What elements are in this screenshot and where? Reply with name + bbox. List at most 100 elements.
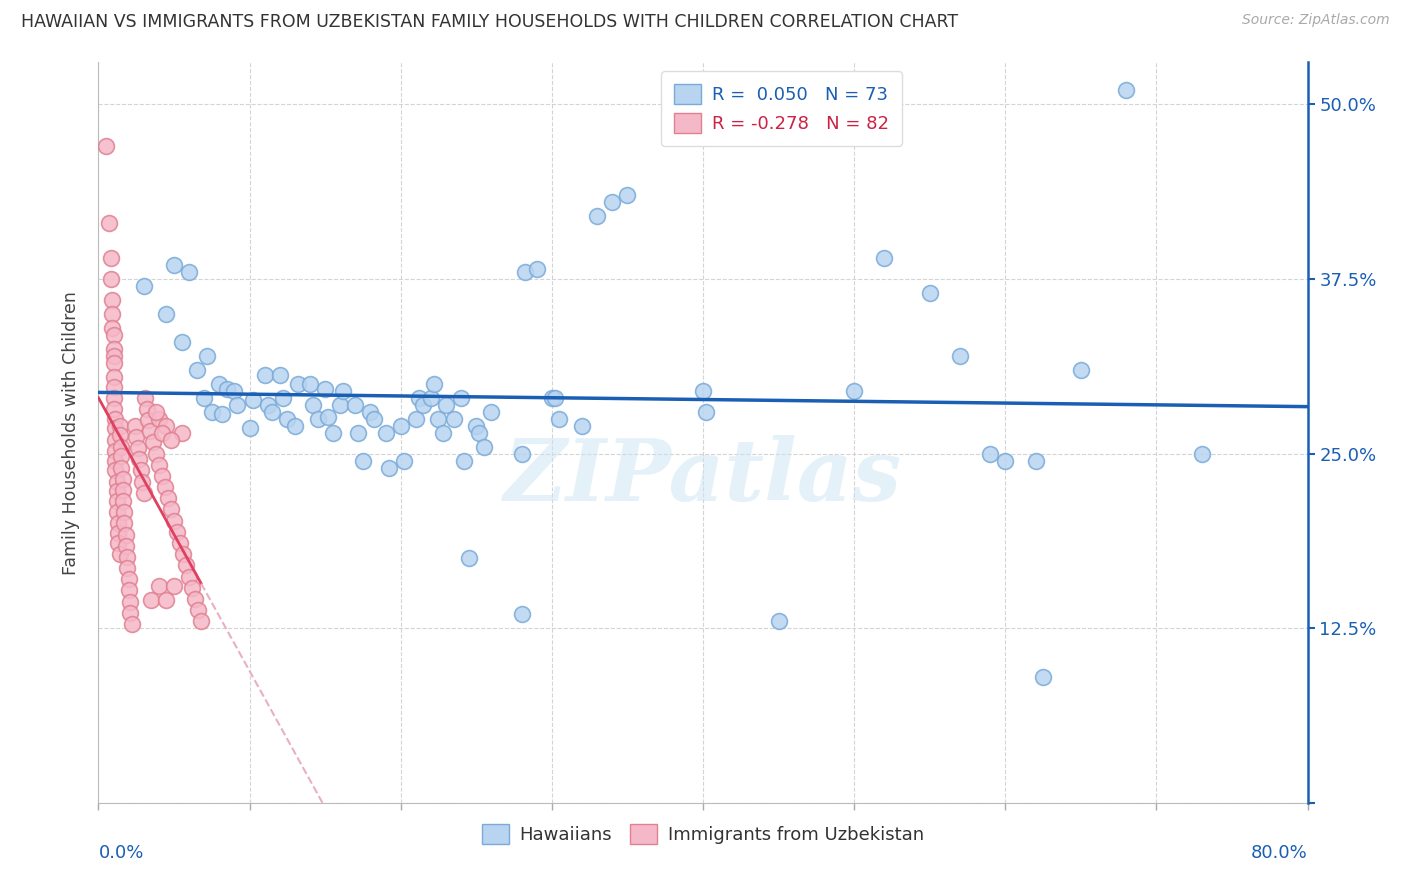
Text: 0.0%: 0.0%	[98, 844, 143, 862]
Point	[136, 413, 159, 427]
Point	[1191, 446, 1213, 460]
Point	[1115, 83, 1137, 97]
Point	[155, 307, 177, 321]
Point	[160, 502, 183, 516]
Text: HAWAIIAN VS IMMIGRANTS FROM UZBEKISTAN FAMILY HOUSEHOLDS WITH CHILDREN CORRELATI: HAWAIIAN VS IMMIGRANTS FROM UZBEKISTAN F…	[21, 13, 959, 31]
Point	[352, 453, 374, 467]
Point	[184, 591, 207, 606]
Y-axis label: Family Households with Children: Family Households with Children	[62, 291, 80, 574]
Point	[302, 398, 325, 412]
Point	[150, 469, 173, 483]
Text: ZIPatlas: ZIPatlas	[503, 435, 903, 519]
Point	[115, 549, 138, 564]
Point	[873, 251, 896, 265]
Point	[103, 391, 125, 405]
Point	[155, 418, 177, 433]
Point	[160, 433, 183, 447]
Point	[187, 603, 209, 617]
Point	[443, 411, 465, 425]
Point	[242, 393, 264, 408]
Point	[103, 356, 125, 370]
Point	[271, 391, 294, 405]
Point	[115, 561, 138, 575]
Point	[513, 265, 536, 279]
Point	[1024, 453, 1046, 467]
Point	[408, 391, 430, 405]
Point	[262, 405, 284, 419]
Point	[103, 327, 125, 342]
Point	[107, 536, 129, 550]
Point	[211, 408, 233, 422]
Point	[186, 363, 208, 377]
Point	[256, 398, 278, 412]
Point	[179, 569, 201, 583]
Point	[105, 505, 128, 519]
Point	[193, 391, 215, 405]
Point	[844, 384, 866, 398]
Point	[148, 458, 170, 472]
Point	[104, 443, 127, 458]
Point	[101, 321, 124, 335]
Point	[224, 384, 246, 398]
Point	[174, 558, 197, 573]
Point	[344, 398, 367, 412]
Point	[472, 440, 495, 454]
Point	[111, 472, 134, 486]
Point	[389, 418, 412, 433]
Point	[322, 425, 344, 440]
Point	[156, 491, 179, 506]
Point	[142, 435, 165, 450]
Point	[412, 398, 434, 412]
Point	[287, 376, 309, 391]
Point	[108, 428, 131, 442]
Point	[450, 391, 472, 405]
Point	[114, 527, 136, 541]
Point	[172, 547, 194, 561]
Point	[127, 441, 149, 455]
Point	[103, 379, 125, 393]
Point	[112, 505, 135, 519]
Point	[98, 216, 121, 230]
Point	[190, 614, 212, 628]
Point	[148, 411, 170, 425]
Point	[118, 583, 141, 598]
Point	[1032, 670, 1054, 684]
Point	[284, 418, 307, 433]
Point	[363, 411, 385, 425]
Point	[510, 446, 533, 460]
Point	[316, 410, 339, 425]
Point	[994, 453, 1017, 467]
Point	[571, 418, 593, 433]
Point	[163, 258, 186, 272]
Point	[377, 460, 399, 475]
Point	[111, 494, 134, 508]
Point	[239, 421, 262, 435]
Point	[135, 401, 157, 416]
Point	[457, 551, 479, 566]
Point	[124, 418, 146, 433]
Point	[139, 424, 162, 438]
Point	[111, 483, 134, 497]
Point	[548, 411, 571, 425]
Point	[427, 411, 450, 425]
Point	[110, 460, 132, 475]
Point	[468, 425, 491, 440]
Point	[141, 593, 163, 607]
Point	[132, 485, 155, 500]
Point	[166, 524, 188, 539]
Point	[100, 251, 122, 265]
Point	[170, 425, 193, 440]
Point	[979, 446, 1001, 460]
Text: Source: ZipAtlas.com: Source: ZipAtlas.com	[1241, 13, 1389, 28]
Point	[129, 463, 152, 477]
Point	[453, 453, 475, 467]
Point	[101, 293, 124, 307]
Point	[314, 382, 336, 396]
Point	[423, 376, 446, 391]
Point	[465, 418, 488, 433]
Point	[107, 516, 129, 531]
Point	[112, 516, 135, 531]
Point	[105, 494, 128, 508]
Point	[118, 572, 141, 586]
Point	[269, 368, 291, 383]
